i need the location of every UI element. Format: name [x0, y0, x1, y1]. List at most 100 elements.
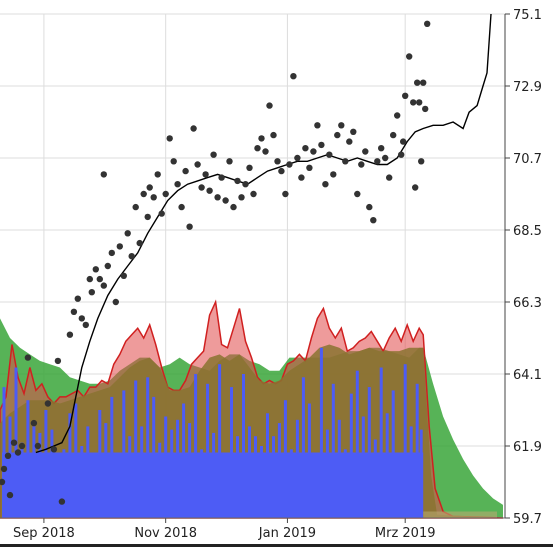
scatter-point	[88, 289, 96, 296]
scatter-point	[198, 184, 205, 191]
scatter-point	[420, 79, 427, 86]
blue-bar	[134, 380, 138, 518]
y-tick-label: 75.1	[513, 8, 542, 23]
scatter-point	[234, 177, 241, 185]
blue-bar	[146, 377, 150, 518]
scatter-point	[100, 282, 108, 289]
scatter-point	[310, 148, 317, 155]
scatter-point	[182, 167, 189, 175]
scatter-point	[246, 164, 253, 171]
blue-bar	[403, 364, 407, 518]
scatter-point	[82, 321, 90, 329]
scatter-point	[210, 151, 217, 158]
scatter-point	[370, 217, 377, 224]
scatter-point	[346, 138, 353, 145]
scatter-point	[412, 184, 419, 191]
scatter-point	[14, 449, 22, 456]
scatter-point	[104, 262, 112, 270]
x-tick-label: Nov 2018	[134, 526, 197, 541]
scatter-point	[128, 253, 135, 260]
scatter-point	[78, 315, 86, 322]
y-tick-label: 59.7	[513, 512, 542, 527]
scatter-point	[250, 190, 257, 198]
scatter-point	[262, 148, 269, 155]
scatter-point	[424, 20, 431, 27]
scatter-point	[30, 419, 38, 427]
scatter-point	[4, 452, 12, 459]
scatter-point	[70, 308, 78, 315]
scatter-point	[390, 131, 397, 139]
scatter-point	[218, 174, 225, 181]
scatter-point	[398, 151, 405, 158]
scatter-point	[10, 439, 18, 446]
scatter-point	[362, 148, 369, 155]
scatter-point	[230, 203, 237, 211]
scatter-point	[100, 171, 108, 178]
scatter-point	[120, 272, 128, 279]
scatter-point	[416, 99, 423, 106]
scatter-point	[386, 174, 393, 181]
scatter-point	[18, 442, 26, 450]
scatter-point	[222, 197, 229, 204]
scatter-point	[136, 239, 143, 247]
blue-bar	[194, 374, 198, 518]
scatter-point	[414, 79, 421, 86]
scatter-point	[50, 446, 58, 453]
scatter-point	[342, 158, 349, 165]
scatter-point	[282, 190, 289, 198]
scatter-point	[44, 400, 52, 407]
scatter-point	[166, 135, 173, 142]
scatter-point	[318, 141, 325, 149]
scatter-point	[226, 158, 233, 165]
scatter-point	[422, 105, 429, 113]
scatter-point	[0, 465, 8, 473]
scatter-point	[242, 181, 249, 188]
scatter-point	[270, 131, 277, 139]
trend-line-series	[35, 13, 492, 454]
scatter-point	[144, 213, 151, 221]
scatter-point	[86, 275, 94, 283]
blue-bar	[415, 383, 419, 518]
scatter-point	[186, 223, 193, 230]
bottom-edge	[0, 544, 553, 547]
scatter-point	[290, 73, 297, 80]
scatter-point	[24, 354, 32, 361]
scatter-point	[116, 243, 124, 250]
y-tick-label: 64.1	[513, 368, 542, 383]
scatter-point	[194, 161, 201, 168]
y-tick-label: 72.9	[513, 80, 542, 95]
scatter-point	[214, 194, 221, 201]
scatter-point	[174, 181, 181, 188]
blue-bar	[355, 370, 359, 518]
scatter-point	[374, 158, 381, 165]
scatter-point	[278, 167, 285, 175]
blue-bar	[319, 347, 323, 518]
scatter-point	[54, 357, 62, 365]
scatter-point	[58, 498, 66, 505]
blue-bar	[218, 364, 222, 518]
scatter-point	[140, 190, 147, 198]
scatter-point	[338, 122, 345, 129]
scatter-point	[190, 125, 197, 132]
scatter-point	[6, 491, 14, 499]
scatter-point	[170, 158, 177, 165]
scatter-point	[330, 171, 337, 178]
y-tick-label: 68.5	[513, 224, 542, 239]
scatter-point	[74, 295, 82, 302]
scatter-point	[66, 331, 74, 338]
scatter-point	[366, 203, 373, 211]
scatter-point	[418, 158, 425, 165]
x-tick-label: Sep 2018	[13, 526, 75, 541]
blue-bar	[242, 374, 245, 518]
scatter-point	[112, 298, 120, 306]
scatter-point	[150, 194, 157, 201]
scatter-point	[306, 164, 313, 171]
scatter-point	[124, 230, 131, 237]
x-tick-label: Jan 2019	[258, 526, 316, 541]
trend-line	[35, 13, 492, 454]
scatter-point	[400, 138, 407, 145]
scatter-point	[322, 181, 329, 188]
scatter-point	[154, 171, 161, 178]
scatter-point	[254, 145, 261, 152]
